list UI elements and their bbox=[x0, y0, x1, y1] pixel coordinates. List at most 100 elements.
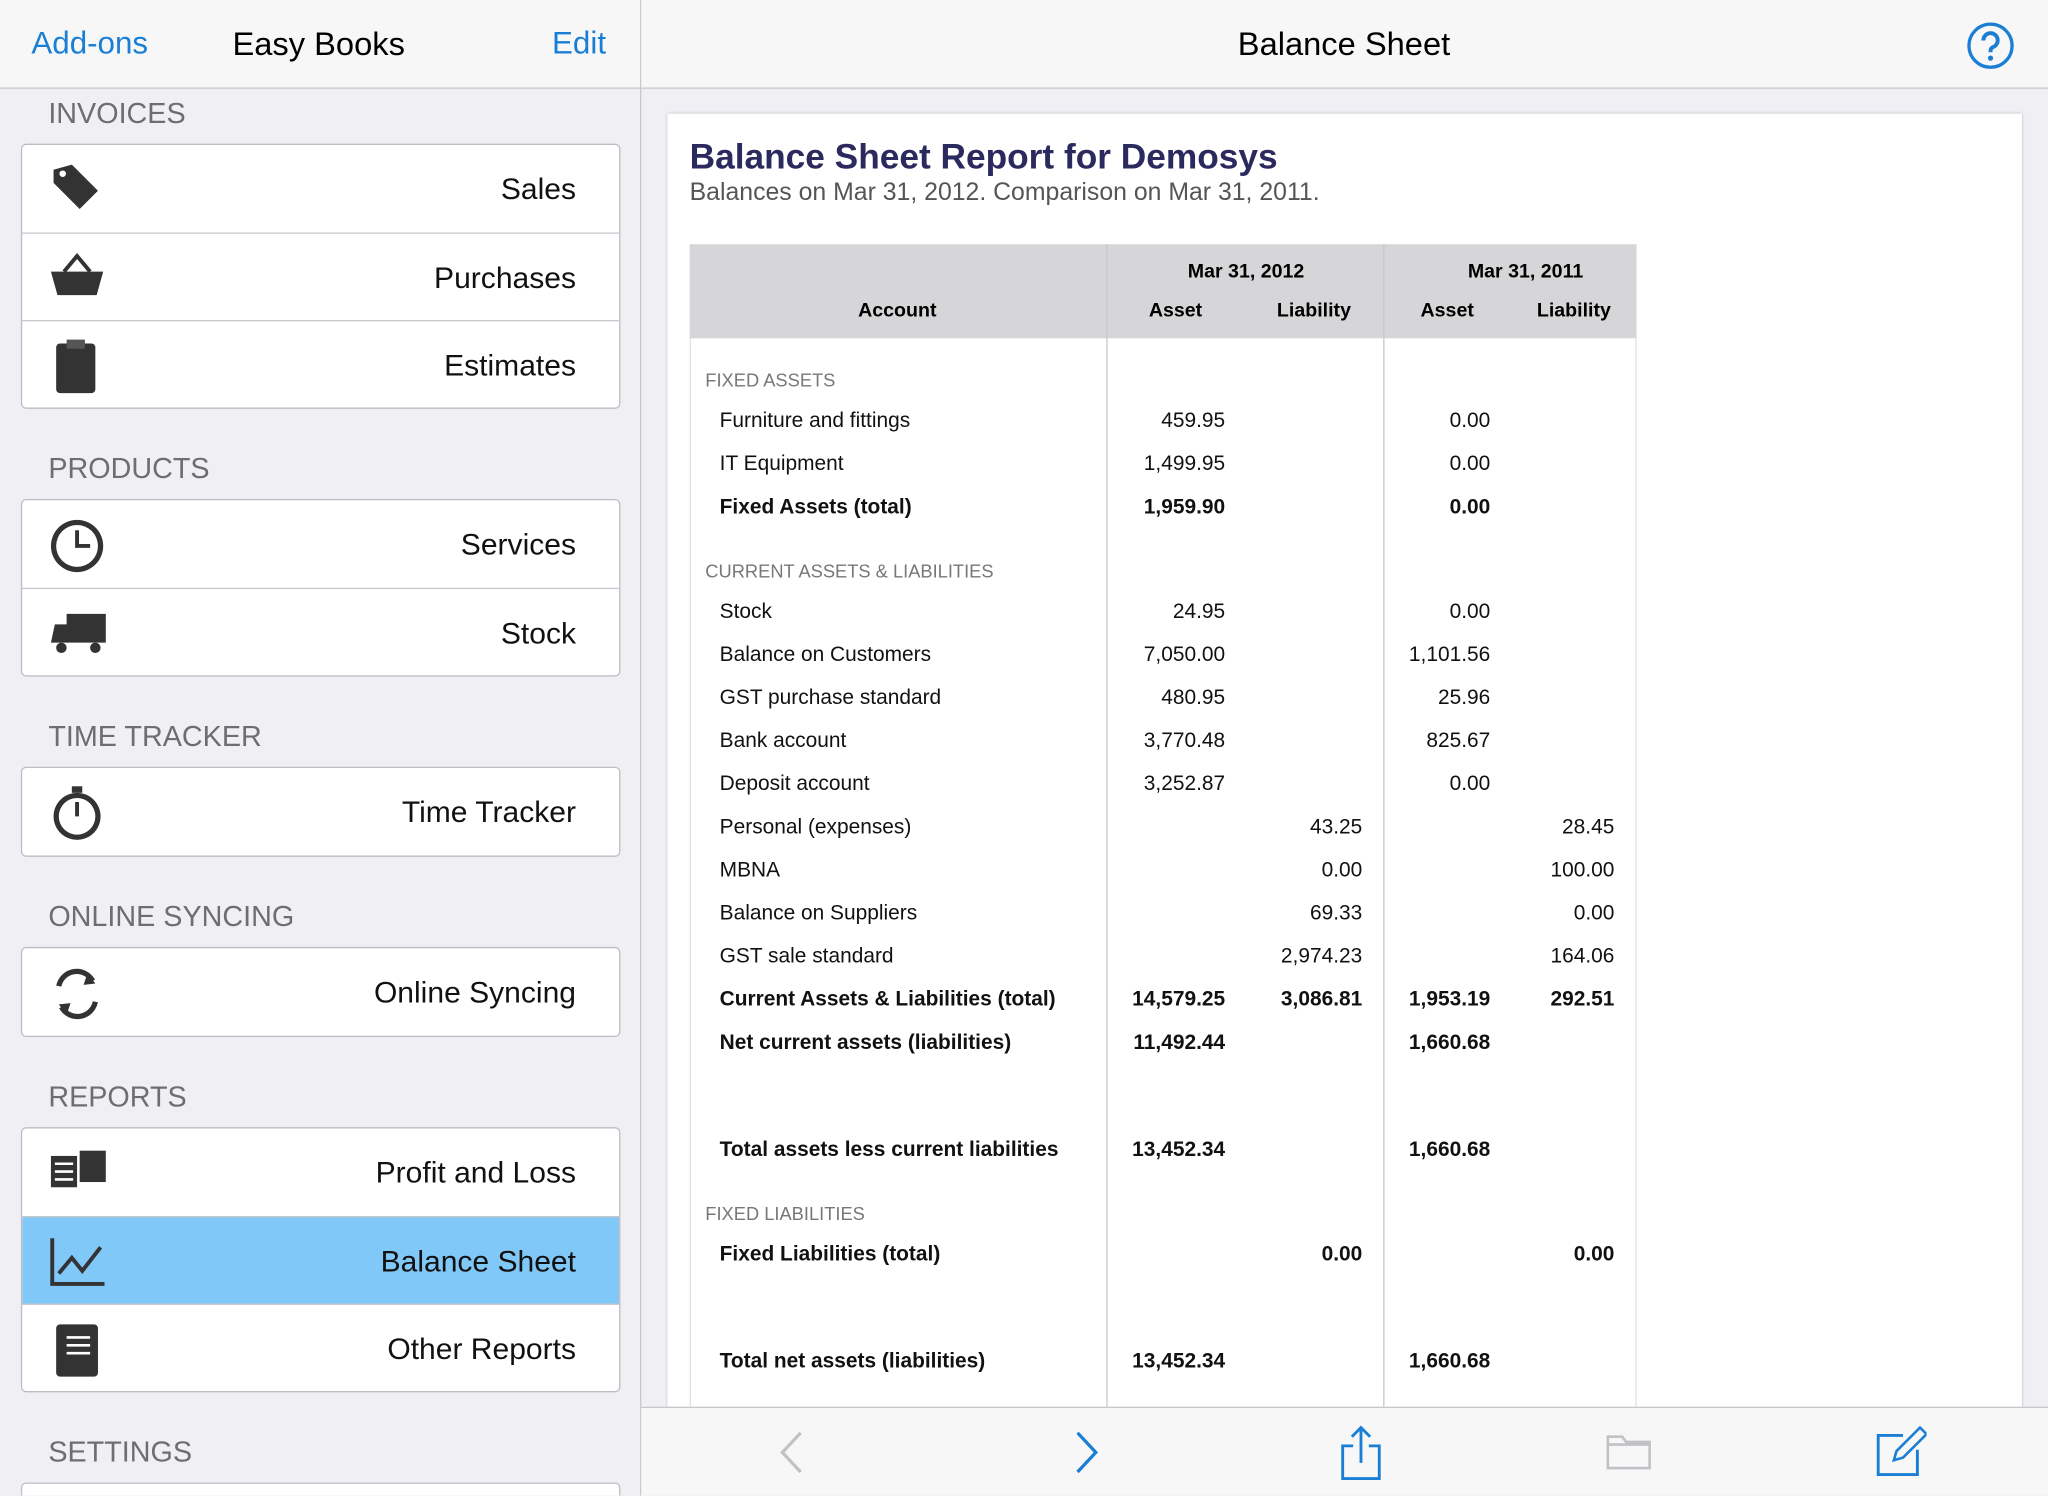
account-name: Balance on Suppliers bbox=[720, 904, 918, 925]
account-name: IT Equipment bbox=[720, 455, 844, 476]
forward-button[interactable] bbox=[1067, 1429, 1106, 1476]
account-name: Personal (expenses) bbox=[720, 818, 912, 839]
amount: 0.00 bbox=[1450, 498, 1491, 519]
report-title: Balance Sheet Report for Demosys bbox=[690, 140, 1278, 175]
amount: 0.00 bbox=[1322, 1245, 1363, 1266]
menu-item[interactable]: Other Reports bbox=[22, 1304, 619, 1393]
menu-item[interactable]: Services bbox=[22, 500, 619, 588]
menu-group: Time Tracker bbox=[21, 767, 621, 857]
edit-button[interactable]: Edit bbox=[552, 29, 606, 60]
report-paper: Balance Sheet Report for Demosys Balance… bbox=[667, 114, 2021, 1407]
amount: 1,660.68 bbox=[1409, 1352, 1490, 1373]
amount: 459.95 bbox=[1161, 411, 1225, 432]
menu-label: Online Syncing bbox=[374, 977, 576, 1007]
report-table: Mar 31, 2012 Mar 31, 2011 Account Asset Liab… bbox=[690, 244, 1637, 1406]
amount: 1,660.68 bbox=[1409, 1033, 1490, 1054]
column-header: Account bbox=[858, 301, 936, 321]
account-name: Total assets less current liabilities bbox=[720, 1140, 1059, 1161]
menu-icon bbox=[48, 606, 108, 663]
account-name: Bank account bbox=[720, 731, 847, 752]
menu-label: Profit and Loss bbox=[376, 1157, 576, 1187]
app-title: Easy Books bbox=[232, 29, 404, 62]
amount: 0.00 bbox=[1450, 775, 1491, 796]
account-name: Fixed Assets (total) bbox=[720, 498, 912, 519]
back-button[interactable] bbox=[772, 1429, 811, 1476]
menu-item[interactable]: Sales bbox=[22, 145, 619, 233]
amount: 0.00 bbox=[1450, 602, 1491, 623]
menu-label: Sales bbox=[501, 174, 576, 204]
section-title: ONLINE SYNCING bbox=[48, 903, 294, 932]
amount: 28.45 bbox=[1562, 818, 1614, 839]
report-subtitle: Balances on Mar 31, 2012. Comparison on … bbox=[690, 180, 1320, 205]
menu-item[interactable]: Purchases bbox=[22, 232, 619, 321]
account-name: GST sale standard bbox=[720, 947, 894, 968]
help-button[interactable] bbox=[1966, 21, 2016, 71]
menu-group: Sales Purchases Estimates bbox=[21, 144, 621, 409]
amount: 480.95 bbox=[1161, 688, 1225, 709]
menu-icon bbox=[48, 1322, 108, 1379]
menu-item[interactable]: Stock bbox=[22, 588, 619, 677]
menu-label: Time Tracker bbox=[402, 797, 576, 827]
account-name: Net current assets (liabilities) bbox=[720, 1033, 1012, 1054]
menu-item[interactable]: Estimates bbox=[22, 320, 619, 409]
column-header: Asset bbox=[1149, 301, 1202, 321]
table-header bbox=[690, 244, 1637, 338]
section-heading: FIXED ASSETS bbox=[705, 371, 835, 389]
amount: 2,974.23 bbox=[1281, 947, 1362, 968]
amount: 1,101.56 bbox=[1409, 645, 1490, 666]
section-title: SETTINGS bbox=[48, 1438, 192, 1467]
menu-label: Balance Sheet bbox=[381, 1246, 576, 1276]
amount: 825.67 bbox=[1426, 731, 1490, 752]
account-name: Stock bbox=[720, 602, 772, 623]
column-divider bbox=[1383, 244, 1384, 1406]
table-border bbox=[1635, 338, 1636, 1406]
menu-item[interactable]: Balance Sheet bbox=[22, 1216, 619, 1305]
detail-nav-bar: Balance Sheet bbox=[641, 0, 2048, 89]
folder-button[interactable] bbox=[1605, 1432, 1652, 1471]
section-heading: FIXED LIABILITIES bbox=[705, 1204, 865, 1222]
group-header: Mar 31, 2011 bbox=[1468, 262, 1583, 282]
amount: 1,499.95 bbox=[1144, 455, 1225, 476]
amount: 13,452.34 bbox=[1132, 1352, 1225, 1373]
amount: 292.51 bbox=[1550, 990, 1614, 1011]
menu-label: Estimates bbox=[444, 350, 576, 380]
amount: 0.00 bbox=[1450, 455, 1491, 476]
account-name: Furniture and fittings bbox=[720, 411, 911, 432]
addons-button[interactable]: Add-ons bbox=[31, 29, 148, 60]
share-button[interactable] bbox=[1339, 1424, 1383, 1481]
menu-icon bbox=[48, 338, 108, 395]
menu-icon bbox=[48, 785, 108, 842]
menu-label: Services bbox=[461, 529, 576, 559]
menu-icon bbox=[48, 1234, 108, 1291]
account-name: Fixed Liabilities (total) bbox=[720, 1245, 941, 1266]
account-name: Balance on Customers bbox=[720, 645, 931, 666]
menu-icon bbox=[48, 162, 108, 219]
menu-group: Profit and Loss Balance Sheet Other Report… bbox=[21, 1127, 621, 1392]
amount: 14,579.25 bbox=[1132, 990, 1225, 1011]
amount: 43.25 bbox=[1310, 818, 1362, 839]
amount: 1,953.19 bbox=[1409, 990, 1490, 1011]
menu-label: Stock bbox=[501, 618, 576, 648]
menu-item[interactable]: Profit and Loss bbox=[22, 1128, 619, 1216]
compose-button[interactable] bbox=[1874, 1424, 1926, 1479]
amount: 0.00 bbox=[1450, 411, 1491, 432]
amount: 7,050.00 bbox=[1144, 645, 1225, 666]
amount: 24.95 bbox=[1173, 602, 1225, 623]
amount: 1,660.68 bbox=[1409, 1140, 1490, 1161]
account-name: Deposit account bbox=[720, 775, 870, 796]
group-header: Mar 31, 2012 bbox=[1188, 262, 1305, 282]
amount: 25.96 bbox=[1438, 688, 1490, 709]
sidebar-nav-bar: Add-ons Easy Books Edit bbox=[0, 0, 640, 89]
menu-item[interactable]: Online Syncing bbox=[22, 948, 619, 1036]
table-border bbox=[690, 338, 691, 1406]
amount: 0.00 bbox=[1574, 1245, 1615, 1266]
account-name: MBNA bbox=[720, 861, 780, 882]
amount: 1,959.90 bbox=[1144, 498, 1225, 519]
section-heading: CURRENT ASSETS & LIABILITIES bbox=[705, 562, 993, 580]
column-header: Liability bbox=[1277, 301, 1351, 321]
column-header: Liability bbox=[1537, 301, 1611, 321]
amount: 0.00 bbox=[1574, 904, 1615, 925]
section-title: REPORTS bbox=[48, 1083, 186, 1112]
menu-item[interactable]: Time Tracker bbox=[22, 768, 619, 856]
